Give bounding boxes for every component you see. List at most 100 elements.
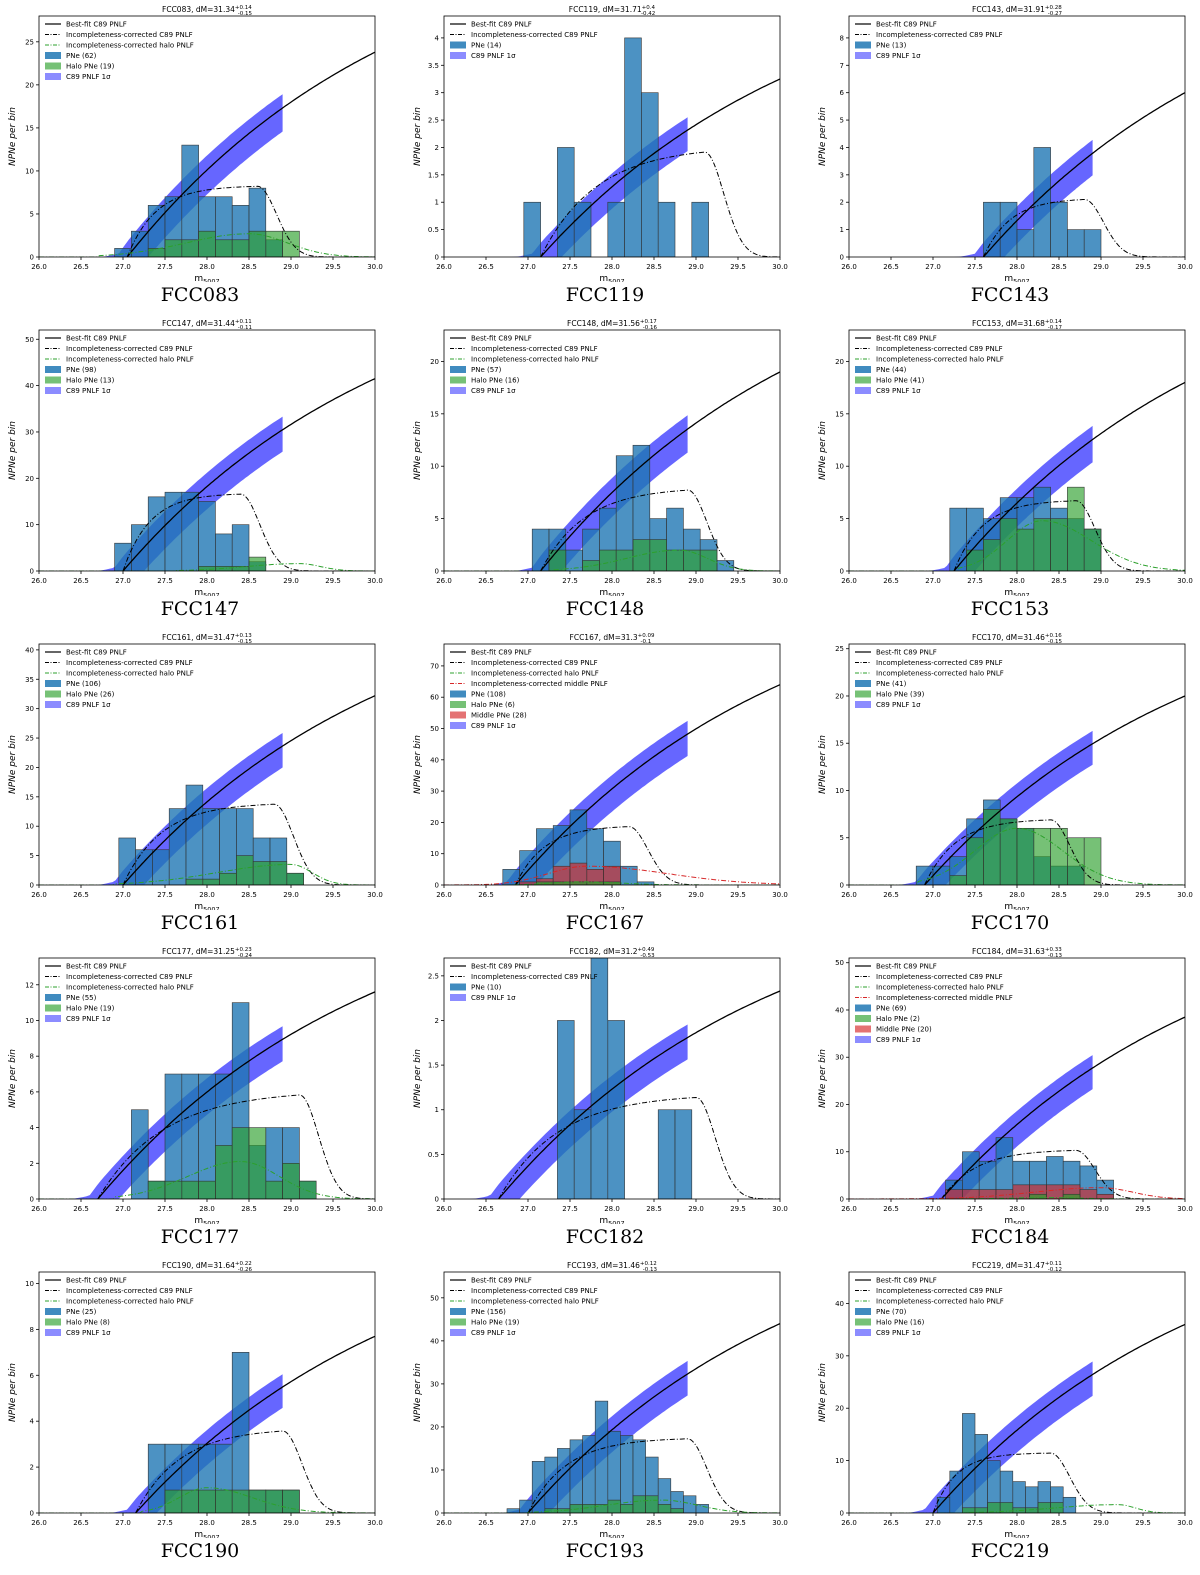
middle-curve (849, 1187, 1185, 1199)
bar-pne (657, 201, 676, 257)
legend-swatch-patch (45, 1308, 61, 1315)
panel-caption: FCC182 (565, 1226, 645, 1248)
bar-halo-pne (1016, 827, 1035, 885)
chart-title: FCC147, dM=31.44+0.11 -0.11 (162, 319, 252, 331)
best-fit-curve (135, 1335, 375, 1513)
legend-label: Incompleteness-corrected C89 PNLF (876, 1287, 1003, 1295)
y-tick-label: 15 (835, 740, 844, 748)
panel-caption: FCC193 (565, 1540, 645, 1562)
legend-label: PNe (98) (66, 366, 97, 374)
best-fit-curve (97, 991, 375, 1199)
bar-halo-pne (181, 1489, 199, 1513)
y-tick-label: 20 (25, 475, 34, 483)
legend-label: C89 PNLF 1σ (471, 994, 516, 1002)
legend-swatch-patch (450, 722, 466, 729)
x-tick-label: 28.5 (241, 577, 257, 585)
bar-halo-pne (282, 230, 300, 257)
x-tick-label: 29.5 (1135, 263, 1151, 271)
bar-pne (231, 1352, 250, 1513)
legend-label: Best-fit C89 PNLF (876, 963, 937, 971)
legend-swatch-patch (45, 994, 61, 1001)
legend-label: Best-fit C89 PNLF (66, 335, 127, 343)
bar-halo-pne (198, 1180, 216, 1199)
y-tick-label: 40 (25, 382, 34, 390)
legend-label: Incompleteness-corrected C89 PNLF (471, 345, 598, 353)
chart-panel-fcc143: 26.0 26.5 27.0 27.5 28.0 28.5 29.0 29.5 30.0 0 1 2 3… (815, 2, 1200, 312)
x-tick-label: 28.0 (604, 891, 620, 899)
bar-halo-pne (632, 1495, 646, 1513)
legend-swatch-patch (855, 1015, 871, 1022)
bar-halo-pne (265, 1180, 283, 1199)
y-tick-label: 35 (25, 676, 34, 684)
y-axis-label: NPNe per bin (413, 1049, 423, 1108)
plot-area (39, 991, 375, 1199)
x-tick-label: 28.0 (1009, 1205, 1025, 1213)
sigma-band (954, 139, 1093, 257)
bar-pne (716, 560, 735, 571)
legend-swatch-patch (45, 1015, 61, 1022)
x-tick-label: 27.0 (520, 263, 536, 271)
bar-pne (131, 524, 149, 571)
bar-halo-pne (282, 1489, 300, 1513)
legend-label: C89 PNLF 1σ (876, 1036, 921, 1044)
chart-title: FCC143, dM=31.91+0.28 -0.27 (972, 5, 1062, 17)
y-tick-label: 0.5 (428, 226, 439, 234)
best-fit-curve (540, 371, 780, 571)
legend-swatch-patch (855, 701, 871, 708)
y-tick-label: 20 (430, 358, 439, 366)
x-tick-label: 28.5 (646, 577, 662, 585)
x-tick-label: 27.0 (925, 1205, 941, 1213)
legend-swatch-patch (450, 690, 466, 698)
legend-swatch-patch (450, 52, 466, 59)
x-tick-label: 26.0 (31, 891, 47, 899)
x-tick-label: 27.5 (562, 577, 578, 585)
chart-title: FCC193, dM=31.46+0.12 -0.13 (567, 1261, 657, 1273)
chart-panel-fcc170: 26.0 26.5 27.0 27.5 28.0 28.5 29.0 29.5 30.0 0 5 10… (815, 630, 1200, 940)
x-axis-label: m5007 (194, 1216, 219, 1224)
y-tick-label: 6 (840, 89, 845, 97)
x-tick-label: 27.0 (925, 263, 941, 271)
legend-swatch-patch (855, 1036, 871, 1043)
x-axis-label: m5007 (599, 1530, 624, 1538)
y-tick-label: 40 (430, 756, 439, 764)
bar-halo-pne (1029, 1193, 1047, 1199)
bar-halo-pne (582, 1504, 596, 1513)
bar-pne (607, 201, 625, 257)
x-tick-label: 30.0 (367, 577, 383, 585)
chart-panel-fcc190: 26.0 26.5 27.0 27.5 28.0 28.5 29.0 29.5 30.0 0 2 4 6… (5, 1258, 395, 1568)
legend-label: Incompleteness-corrected halo PNLF (66, 670, 194, 678)
legend-label: Best-fit C89 PNLF (471, 649, 532, 657)
x-tick-label: 30.0 (1177, 1519, 1193, 1527)
best-fit-curve (540, 78, 780, 257)
legend-label: Halo PNe (13) (66, 377, 115, 385)
bar-halo-pne (185, 878, 204, 885)
bar-halo-pne (683, 549, 701, 571)
x-tick-label: 27.5 (157, 263, 173, 271)
legend-swatch-patch (855, 52, 871, 59)
x-tick-label: 26.0 (436, 1205, 452, 1213)
y-tick-label: 20 (835, 358, 844, 366)
legend-label: PNe (69) (876, 1005, 907, 1013)
legend-swatch-patch (45, 1329, 61, 1336)
y-tick-label: 40 (835, 1006, 844, 1014)
y-tick-label: 0 (435, 1510, 439, 1518)
incompleteness-corrected-curve (97, 1094, 375, 1199)
x-tick-label: 26.5 (883, 577, 899, 585)
x-tick-label: 26.5 (73, 1519, 89, 1527)
y-tick-label: 0 (840, 254, 844, 262)
x-tick-label: 29.5 (730, 577, 746, 585)
legend-label: Incompleteness-corrected C89 PNLF (66, 1287, 193, 1295)
bar-halo-pne (1067, 486, 1085, 571)
best-fit-curve (953, 381, 1185, 571)
x-tick-label: 28.5 (241, 1519, 257, 1527)
chart-title: FCC119, dM=31.71+0.4 -0.42 (569, 5, 656, 17)
x-tick-label: 29.0 (283, 577, 299, 585)
bar-halo-pne (649, 539, 667, 571)
legend-swatch-patch (855, 1025, 871, 1033)
panel-caption: FCC170 (970, 912, 1050, 934)
y-tick-label: 20 (430, 1423, 439, 1431)
bar-halo-pne (620, 1504, 634, 1513)
x-tick-label: 27.0 (115, 891, 131, 899)
plot-area (39, 378, 375, 571)
